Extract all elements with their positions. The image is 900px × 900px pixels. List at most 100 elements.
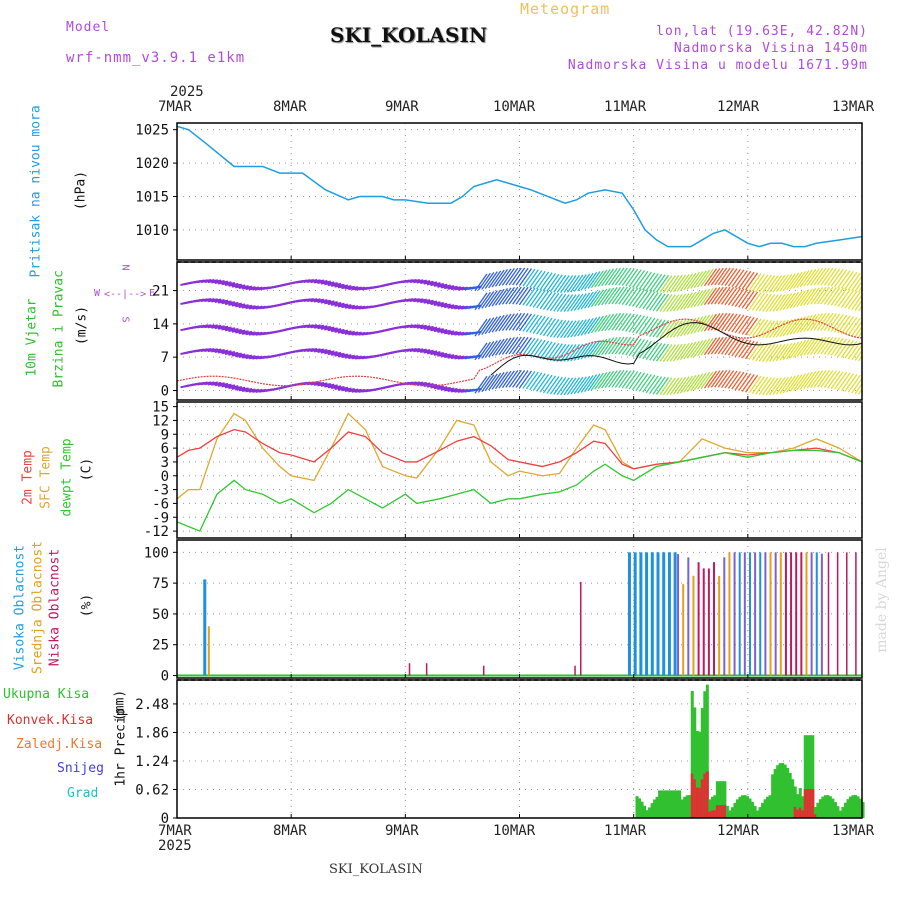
wind-barb [515, 286, 529, 305]
precip-bar-total [781, 762, 785, 818]
wind-barb [501, 268, 515, 286]
cloud-bar-low [425, 663, 428, 676]
pressure-y-tick-label: 1020 [135, 156, 169, 172]
wind-barb [584, 317, 598, 335]
wind-barb [642, 272, 656, 291]
wind-barb [679, 292, 694, 311]
precip-bar-total [841, 806, 845, 818]
wind-barb [673, 274, 687, 293]
wind-barb [679, 342, 694, 361]
wind-barb [549, 274, 563, 293]
precip-bar-total [838, 810, 842, 818]
wind-barb [618, 336, 632, 355]
wind-barb [577, 318, 591, 337]
precip-panel-frame [176, 679, 863, 819]
precip-bar-conv [803, 789, 807, 818]
wind-barb [512, 369, 526, 388]
wind-barb [344, 330, 356, 335]
wind-barb [779, 376, 793, 395]
precip-bar-total [771, 774, 775, 818]
wind-barb [631, 339, 646, 357]
wind-barb [625, 313, 639, 332]
wind-barb [433, 282, 445, 287]
wind-barb [474, 342, 488, 361]
wind-barb [590, 339, 604, 358]
cloud-bar [718, 575, 721, 676]
wind-barb [799, 288, 813, 307]
wind-barb [228, 301, 239, 306]
wind-barb [608, 286, 622, 305]
wind-barb [313, 298, 325, 303]
wind-barb [317, 349, 328, 354]
wind-barb [590, 289, 604, 308]
temp-dewpt-line [176, 449, 863, 532]
wind-barb [320, 299, 332, 304]
coords: lon,lat (19.63E, 42.82N) [656, 24, 868, 39]
wind-barb [789, 317, 803, 335]
wind-barb [477, 291, 491, 310]
wind-barb [488, 289, 502, 308]
wind-barb [437, 352, 448, 357]
wind-barb [423, 280, 434, 285]
cloud-bar [784, 552, 787, 676]
wind-barb [697, 269, 711, 288]
wind-barb [211, 381, 222, 386]
wind-barb [686, 290, 700, 309]
wind-barb [659, 344, 673, 362]
precip-bar-total [710, 796, 714, 818]
wind-barb [580, 375, 594, 393]
cloud-bar-high [662, 552, 666, 676]
wind-barb [604, 336, 618, 355]
temp-y-tick-label: 12 [152, 413, 169, 429]
wind-barb [443, 330, 455, 335]
precip-legend-frz: Zaledj.Kisa [16, 737, 103, 752]
top-tick-1: 8MAR [273, 99, 307, 115]
bottom-tick-6: 13MAR [832, 823, 875, 839]
precip-bar-total [728, 810, 732, 818]
wind-barb [447, 285, 458, 290]
wind-barb [214, 325, 225, 330]
cloud-bar-high [633, 552, 637, 676]
wind-barb [676, 293, 690, 311]
wind-barb [590, 270, 604, 289]
cloud-bar [805, 552, 808, 676]
wind-barb [683, 317, 697, 336]
wind-barb [782, 292, 796, 311]
wind-barb [840, 373, 854, 392]
wind-barb [608, 267, 622, 286]
wind-barb [638, 374, 652, 392]
wind-barb [792, 271, 807, 289]
wind-barb [840, 316, 854, 334]
wind-barb [659, 320, 673, 339]
wind-barb [830, 268, 844, 287]
wind-barb [437, 283, 448, 288]
wind-barb [796, 339, 810, 358]
precip-bar-total [796, 794, 800, 818]
wind-barb [786, 374, 800, 393]
bottom-tick-4: 11MAR [604, 823, 647, 839]
wind-barb [310, 298, 321, 303]
wind-barb [762, 275, 776, 293]
wind-barb [217, 349, 229, 354]
precip-bar-total [703, 691, 707, 818]
precip-bar-total [828, 796, 832, 818]
wind-barb [587, 373, 601, 392]
wind-barb [413, 298, 424, 303]
wind-barb [662, 294, 676, 313]
wind-barb [518, 337, 533, 355]
temp-y-tick-label: 3 [161, 455, 169, 471]
wind-barb [673, 343, 687, 362]
wind-barb [471, 330, 482, 335]
wind-barb [645, 318, 659, 337]
wind-barb [221, 383, 232, 388]
wind-barb [563, 377, 577, 396]
wind-barb [498, 268, 512, 287]
wind-barb [413, 381, 424, 386]
wind-barb [652, 343, 666, 362]
wind-barb [710, 286, 724, 305]
wind-barb [426, 326, 438, 331]
station-title: SKI_KOLASIN [330, 23, 488, 47]
wind-barb [779, 273, 793, 292]
cloud-bar-high [645, 552, 649, 676]
pressure-panel-frame [176, 122, 863, 261]
